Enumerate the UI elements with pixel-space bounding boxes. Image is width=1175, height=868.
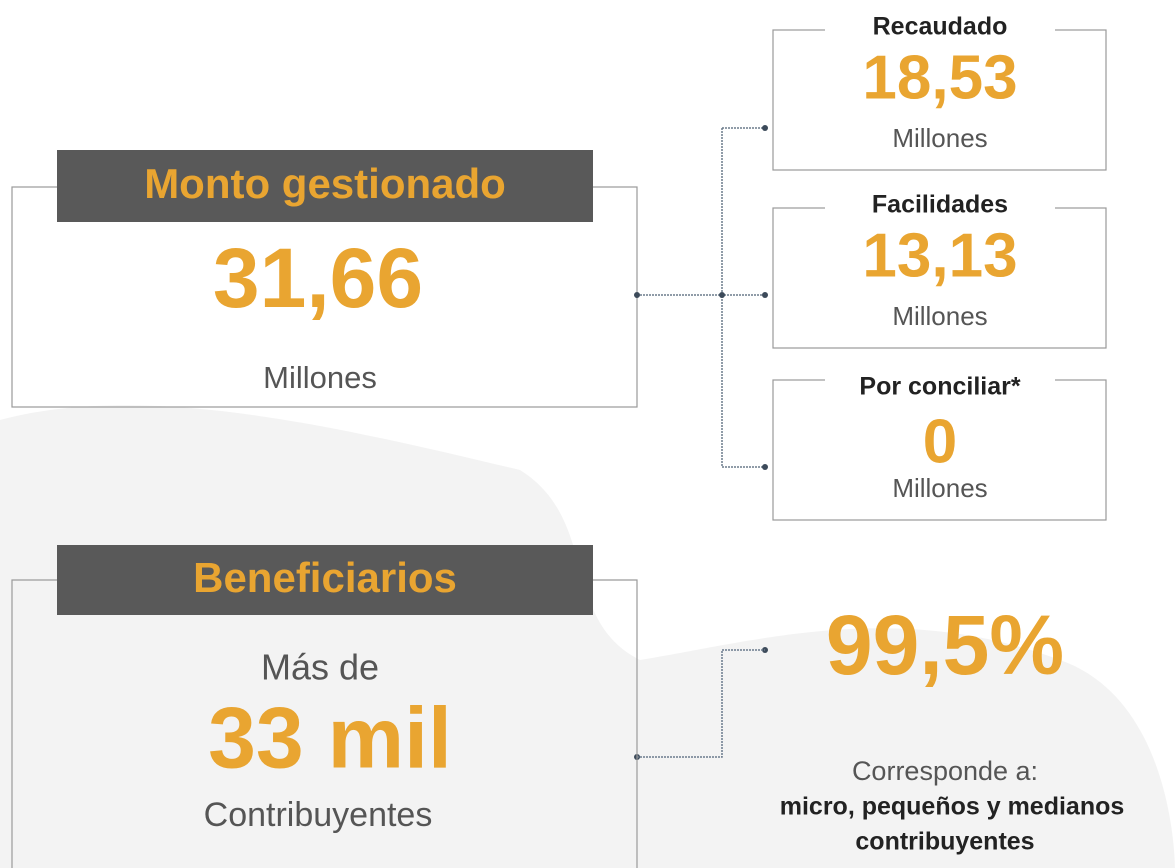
title-gap	[825, 374, 1055, 386]
title-gap	[825, 24, 1055, 36]
breakdown-label: Por conciliar*	[859, 373, 1020, 401]
beneficiaries-title: Beneficiarios	[193, 554, 457, 601]
connector	[637, 649, 765, 758]
breakdown-label: Recaudado	[873, 13, 1008, 41]
beneficiaries-unit: Contribuyentes	[204, 796, 433, 834]
summary-unit: Millones	[263, 360, 377, 395]
beneficiaries-value: 33 mil	[208, 691, 452, 787]
connector	[637, 127, 765, 468]
watermark	[0, 405, 1175, 868]
connector-dots	[634, 125, 768, 760]
summary-header	[57, 150, 593, 222]
share-detail: contribuyentes	[855, 828, 1034, 856]
breakdown-value: 0	[923, 407, 957, 476]
title-gap	[825, 202, 1055, 214]
breakdown-value: 13,13	[862, 221, 1017, 290]
share-description: Corresponde a:	[852, 756, 1038, 786]
breakdown-value: 18,53	[862, 43, 1017, 112]
share-detail: micro, pequeños y medianos	[780, 793, 1125, 821]
beneficiaries-header	[57, 545, 593, 615]
breakdown-unit: Millones	[892, 123, 987, 153]
summary-title: Monto gestionado	[144, 160, 506, 207]
breakdown-unit: Millones	[892, 301, 987, 331]
breakdown-label: Facilidades	[872, 191, 1008, 219]
share-value: 99,5%	[826, 598, 1064, 692]
breakdown-unit: Millones	[892, 473, 987, 503]
summary-value: 31,66	[213, 231, 423, 325]
beneficiaries-prefix: Más de	[261, 647, 379, 688]
